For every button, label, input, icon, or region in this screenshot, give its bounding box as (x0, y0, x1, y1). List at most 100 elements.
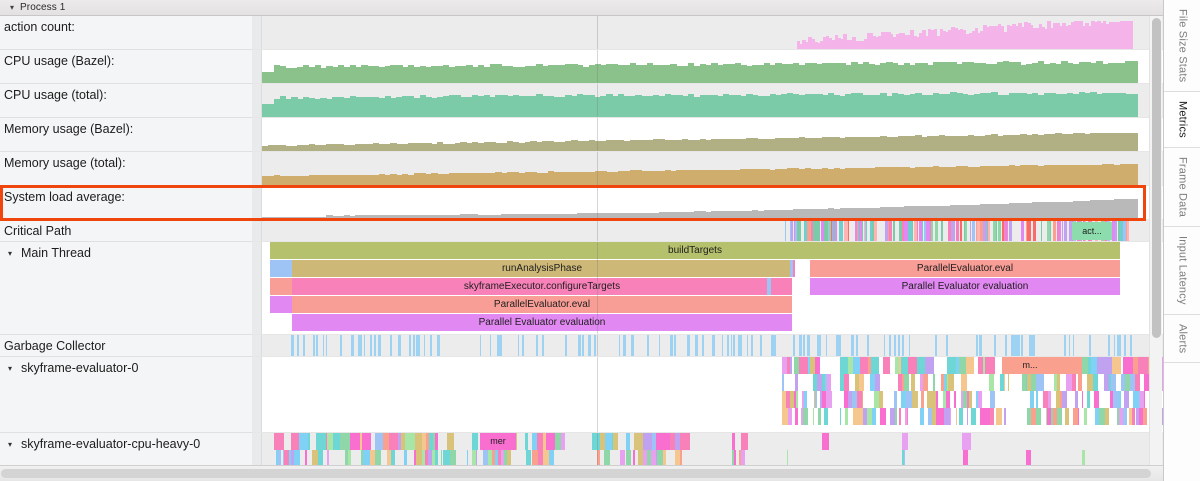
flame-slice-parallelevaluator-eval[interactable]: ParallelEvaluator.eval (810, 260, 1120, 277)
thread-slice[interactable] (626, 450, 632, 465)
thread-slice[interactable] (1093, 391, 1100, 408)
thread-slice[interactable] (904, 374, 909, 391)
thread-slice[interactable] (370, 450, 376, 465)
thread-slice[interactable] (786, 450, 789, 465)
gc-event-tick[interactable] (1029, 335, 1032, 356)
thread-slice[interactable] (632, 450, 636, 465)
thread-slice[interactable] (427, 450, 433, 465)
thread-slice[interactable] (826, 374, 832, 391)
critical-path-slice[interactable] (963, 220, 965, 241)
thread-slice[interactable] (543, 450, 549, 465)
thread-slice[interactable] (1161, 408, 1163, 425)
thread-slice[interactable] (821, 374, 825, 391)
thread-slice[interactable] (789, 391, 794, 408)
critical-path-slice[interactable] (884, 220, 888, 241)
thread-slice[interactable] (1138, 408, 1144, 425)
thread-slice[interactable] (824, 408, 828, 425)
critical-path-slice[interactable] (855, 220, 858, 241)
critical-path-slice[interactable] (790, 220, 793, 241)
thread-slice[interactable] (942, 391, 947, 408)
thread-slice[interactable] (1131, 408, 1135, 425)
gc-event-tick[interactable] (713, 335, 716, 356)
thread-slice[interactable] (1094, 408, 1099, 425)
track-label-action-count[interactable]: action count: (0, 16, 252, 50)
track-label-skyframe-evaluator-0[interactable]: ▾ skyframe-evaluator-0 (0, 357, 252, 433)
track-row[interactable]: ▾ skyframe-evaluator-0 m... (0, 357, 1163, 433)
thread-slice[interactable] (1077, 374, 1083, 391)
thread-slice[interactable] (274, 433, 284, 450)
chevron-down-icon[interactable]: ▾ (8, 440, 13, 449)
thread-slice[interactable] (432, 433, 435, 450)
critical-path-slice[interactable] (948, 220, 953, 241)
thread-slice[interactable] (741, 433, 748, 450)
thread-slice[interactable] (1076, 357, 1083, 374)
thread-slice[interactable] (893, 391, 897, 408)
track-row[interactable]: ▾ skyframe-evaluator-cpu-heavy-0 mer (0, 433, 1163, 465)
gc-event-tick[interactable] (296, 335, 299, 356)
critical-path-slice[interactable] (926, 220, 930, 241)
critical-path-slice[interactable] (803, 220, 808, 241)
gc-event-tick[interactable] (746, 335, 749, 356)
thread-slice[interactable] (655, 433, 662, 450)
thread-slice[interactable] (642, 433, 652, 450)
thread-slice[interactable] (733, 450, 737, 465)
thread-slice[interactable] (782, 357, 788, 374)
critical-path-slice[interactable] (863, 220, 866, 241)
gc-event-tick[interactable] (894, 335, 897, 356)
thread-slice[interactable] (989, 408, 994, 425)
critical-path-slice[interactable] (979, 220, 983, 241)
thread-slice[interactable] (666, 433, 671, 450)
gc-event-tick[interactable] (808, 335, 810, 356)
track-label-memory-usage-bazel[interactable]: Memory usage (Bazel): (0, 118, 252, 152)
thread-slice[interactable] (807, 357, 810, 374)
thread-slice[interactable] (1092, 374, 1098, 391)
gc-event-tick[interactable] (517, 335, 520, 356)
vertical-scrollbar-thumb[interactable] (1152, 18, 1161, 338)
thread-slice[interactable] (847, 391, 852, 408)
critical-path-slice[interactable] (795, 220, 798, 241)
process-header[interactable]: ▾ Process 1 (0, 0, 1163, 16)
critical-path-slice[interactable] (821, 220, 824, 241)
gc-event-tick[interactable] (994, 335, 997, 356)
thread-slice[interactable] (425, 450, 428, 465)
gc-event-tick[interactable] (416, 335, 418, 356)
critical-path-slice[interactable] (898, 220, 903, 241)
thread-slice[interactable] (488, 450, 492, 465)
thread-slice[interactable] (1035, 391, 1039, 408)
gc-event-tick[interactable] (437, 335, 439, 356)
thread-slice[interactable] (1096, 357, 1105, 374)
thread-slice[interactable] (1036, 408, 1041, 425)
critical-path-slice[interactable] (928, 220, 931, 241)
thread-slice[interactable] (1123, 357, 1133, 374)
critical-path-slice[interactable] (918, 220, 923, 241)
thread-slice[interactable] (291, 433, 300, 450)
thread-slice[interactable] (844, 391, 848, 408)
thread-slice[interactable] (491, 450, 495, 465)
thread-slice[interactable] (299, 433, 309, 450)
gc-event-tick[interactable] (669, 335, 672, 356)
thread-slice[interactable] (845, 408, 849, 425)
critical-path-slice[interactable] (940, 220, 943, 241)
thread-slice[interactable] (782, 391, 786, 408)
thread-slice[interactable] (316, 433, 326, 450)
thread-slice[interactable] (826, 391, 833, 408)
thread-slice[interactable] (965, 357, 975, 374)
thread-slice[interactable] (856, 391, 863, 408)
thread-slice[interactable] (969, 391, 972, 408)
thread-slice[interactable] (898, 408, 902, 425)
chevron-down-icon[interactable]: ▾ (8, 249, 13, 258)
thread-slice[interactable] (1132, 357, 1139, 374)
thread-slice[interactable] (1008, 374, 1010, 391)
track-row[interactable]: CPU usage (total): (0, 84, 1163, 118)
critical-path-slice[interactable] (923, 220, 926, 241)
flame-slice-sliver[interactable] (767, 278, 771, 295)
critical-path-slice[interactable] (913, 220, 918, 241)
track-label-critical-path[interactable]: Critical Path (0, 220, 252, 242)
thread-slice[interactable] (813, 374, 816, 391)
thread-slice[interactable] (1057, 374, 1060, 391)
track-row[interactable]: Garbage Collector (0, 335, 1163, 357)
thread-slice[interactable] (1128, 408, 1132, 425)
critical-path-slice[interactable] (1002, 220, 1005, 241)
thread-slice[interactable] (946, 374, 949, 391)
critical-path-slice[interactable] (784, 220, 787, 241)
